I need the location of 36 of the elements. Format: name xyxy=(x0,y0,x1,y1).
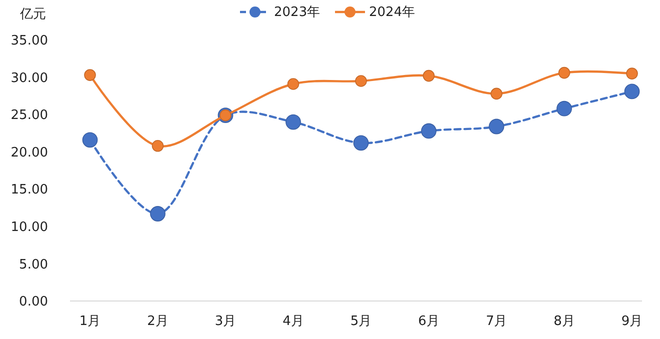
y-tick-label: 10.00 xyxy=(10,220,48,235)
point xyxy=(84,69,96,81)
x-tick-label: 6月 xyxy=(418,314,440,329)
legend-label: 2024年 xyxy=(369,5,416,20)
point xyxy=(82,132,98,148)
point xyxy=(626,68,638,80)
x-tick-label: 8月 xyxy=(554,314,575,329)
x-tick-label: 1月 xyxy=(79,314,101,329)
point xyxy=(422,70,435,82)
point xyxy=(490,88,502,100)
legend-label: 2023年 xyxy=(274,5,320,20)
x-tick-label: 9月 xyxy=(621,314,643,329)
point xyxy=(421,123,436,139)
point xyxy=(355,75,367,87)
point xyxy=(287,78,300,90)
y-tick-label: 20.00 xyxy=(10,145,48,160)
point xyxy=(152,140,164,152)
point xyxy=(286,114,301,130)
y-tick-label: 5.00 xyxy=(19,257,48,272)
x-tick-label: 3月 xyxy=(214,314,236,329)
y-tick-label: 15.00 xyxy=(10,182,48,198)
y-axis-title: 亿元 xyxy=(19,7,46,22)
x-tick-label: 7月 xyxy=(486,314,508,329)
point xyxy=(353,135,369,151)
y-tick-label: 30.00 xyxy=(10,70,48,86)
y-tick-label: 25.00 xyxy=(10,108,48,124)
point xyxy=(556,100,572,116)
point xyxy=(150,206,166,222)
point xyxy=(624,84,640,100)
x-tick-label: 4月 xyxy=(282,314,304,329)
x-tick-label: 5月 xyxy=(350,314,372,329)
x-tick-label: 2月 xyxy=(147,314,168,329)
point xyxy=(558,66,570,79)
y-tick-label: 35.00 xyxy=(10,34,48,49)
y-tick-label: 0.00 xyxy=(19,294,48,310)
point xyxy=(488,118,504,134)
